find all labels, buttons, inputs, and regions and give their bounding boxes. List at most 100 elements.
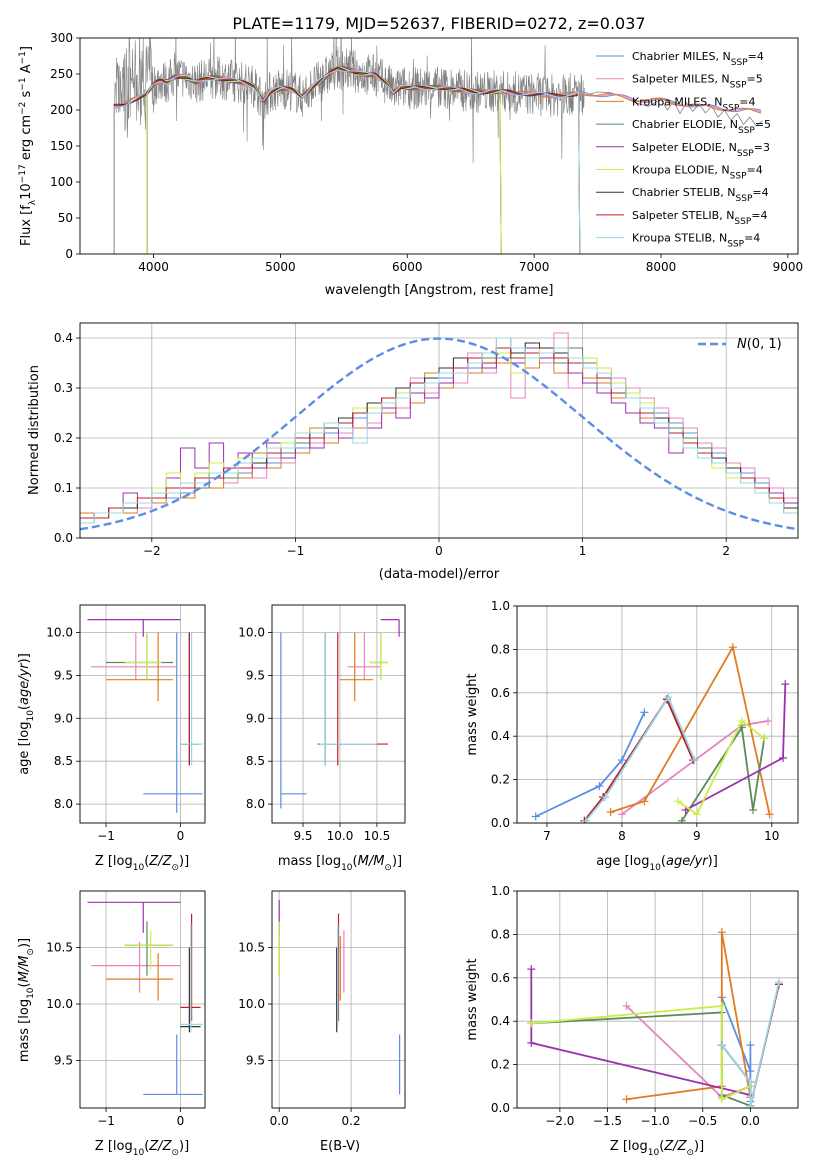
x-tick-label: −1.0	[641, 1114, 670, 1128]
weight-line-chabrier-elodie	[681, 724, 766, 822]
y-tick-label: 0.2	[54, 431, 73, 445]
label-part: SSP	[722, 103, 739, 113]
label-part: 10	[649, 863, 661, 873]
label-part: A	[19, 64, 34, 77]
legend-label: Salpeter STELIB, NSSP=4	[632, 209, 768, 227]
label-part: λ	[28, 199, 38, 205]
y-tick-label: 250	[50, 67, 73, 81]
y-tick-label: 10.0	[238, 997, 265, 1011]
label-part: 10	[19, 183, 34, 200]
x-tick-label: 0.0	[270, 1114, 289, 1128]
weight-line-kroupa-miles	[626, 932, 752, 1101]
y-tick-label: 0.4	[491, 1014, 510, 1028]
weight-line-kroupa-elodie	[531, 1005, 751, 1101]
label-part: =4	[747, 164, 763, 177]
label-part: =4	[744, 232, 760, 245]
axes-frame	[516, 605, 799, 824]
label-part: =4	[751, 209, 767, 222]
plot-area	[87, 901, 203, 1096]
x-tick-label: −0.5	[688, 1114, 717, 1128]
y-axis-label: mass weight	[465, 673, 480, 755]
label-part: SSP	[738, 126, 755, 136]
y-tick-label: 1.0	[491, 599, 510, 613]
legend-label: Chabrier STELIB, NSSP=4	[632, 186, 769, 204]
weight-line-chabrier-miles	[535, 711, 646, 818]
label-part: Salpeter ELODIE, N	[632, 141, 737, 154]
y-tick-label: 0.1	[54, 481, 73, 495]
label-part: Salpeter MILES, N	[632, 73, 730, 86]
y-tick-label: 0.8	[491, 642, 510, 656]
weight-line-kroupa-stelib	[721, 981, 780, 1107]
y-tick-label: 9.5	[54, 1054, 73, 1068]
label-part: (	[17, 705, 32, 710]
label-part: (0, 1)	[747, 337, 782, 352]
y-tick-label: 10.0	[46, 997, 73, 1011]
x-tick-label: 9	[693, 829, 701, 843]
x-tick-label: 0.2	[342, 1114, 361, 1128]
label-part: age [log	[596, 854, 649, 869]
label-part: 10	[133, 1148, 145, 1158]
axes-frame	[79, 322, 799, 539]
label-part: SSP	[737, 149, 754, 159]
label-part: )]	[179, 1139, 189, 1154]
legend-label: Chabrier MILES, NSSP=4	[632, 50, 764, 68]
label-part: M/M	[358, 854, 385, 869]
y-tick-label: 0.0	[54, 531, 73, 545]
label-part: SSP	[736, 194, 753, 204]
normal-curve	[80, 337, 798, 531]
label-part: ⊙	[686, 1148, 694, 1158]
y-tick-label: 8.0	[246, 797, 265, 811]
label-part: (	[661, 854, 666, 869]
x-tick-label: 4000	[138, 260, 169, 274]
plot-area	[113, 38, 763, 254]
x-axis-label: Z [log10(Z/Z⊙)]	[610, 1139, 704, 1158]
age-vs-z-panel: −1 08.08.59.09.510.0Z [log10(Z/Z⊙)]age [l…	[17, 604, 206, 873]
label-part: Chabrier STELIB, N	[632, 186, 736, 199]
panels-group: 4000 5000 6000 7000 8000 90000501001502002503…	[17, 31, 803, 1158]
label-part: (	[144, 854, 149, 869]
plot-area	[527, 928, 783, 1108]
label-part: Z/Z	[148, 854, 172, 869]
x-tick-label: 8	[618, 829, 626, 843]
y-tick-label: 10.0	[46, 625, 73, 639]
label-part: =3	[754, 141, 770, 154]
legend-label: Salpeter ELODIE, NSSP=3	[632, 141, 770, 159]
label-part: SSP	[734, 217, 751, 227]
axes-frame	[79, 37, 799, 255]
label-part: ]	[19, 46, 34, 51]
label-part: SSP	[730, 172, 747, 182]
label-part: (	[353, 854, 358, 869]
plot-area	[280, 618, 400, 809]
hist-step-salpeter-stelib	[80, 347, 798, 519]
x-axis-label: E(B-V)	[320, 1139, 360, 1154]
x-tick-label: 10.5	[364, 829, 391, 843]
spectrum-panel: 4000 5000 6000 7000 8000 9000 0 50 100 150 200 250 3…	[18, 31, 803, 298]
y-tick-label: 200	[50, 103, 73, 117]
y-tick-label: 0.3	[54, 381, 73, 395]
label-part: =4	[752, 186, 768, 199]
label-part: )]	[694, 1139, 704, 1154]
y-axis-label: Normed distribution	[27, 365, 42, 495]
x-axis-label: mass [log10(M/M⊙)]	[278, 854, 402, 873]
y-axis-label: age [log10(age/yr)]	[17, 653, 36, 775]
legend-label: Salpeter MILES, NSSP=5	[632, 73, 763, 91]
label-part: SSP	[731, 58, 748, 68]
axes-frame	[271, 890, 406, 1109]
age-vs-mass-panel: 9.5 10.0 10.5 8.0 8.5 9.0 9.5 10.0 mass [log10(M…	[238, 604, 406, 873]
label-part: (	[17, 982, 32, 987]
label-part: )]	[179, 854, 189, 869]
plot-area	[80, 332, 798, 531]
label-part: =4	[748, 50, 764, 63]
y-tick-label: 50	[58, 211, 73, 225]
x-axis-label: (data-model)/error	[379, 567, 500, 582]
label-part: 10	[341, 863, 353, 873]
x-tick-label: −1	[97, 829, 115, 843]
label-part: −17	[18, 164, 28, 183]
x-tick-label: 10.0	[327, 829, 354, 843]
legend-label: Kroupa MILES, NSSP=4	[632, 95, 756, 113]
label-part: age/yr	[17, 662, 32, 705]
histogram-panel: −2 −1 0 1 2 0.0 0.1 0.2 0.3 0.4 N(0, 1) (data-model…	[27, 322, 799, 582]
axes-frame	[271, 604, 406, 824]
label-part: Kroupa ELODIE, N	[632, 164, 730, 177]
label-part: (	[659, 1139, 664, 1154]
